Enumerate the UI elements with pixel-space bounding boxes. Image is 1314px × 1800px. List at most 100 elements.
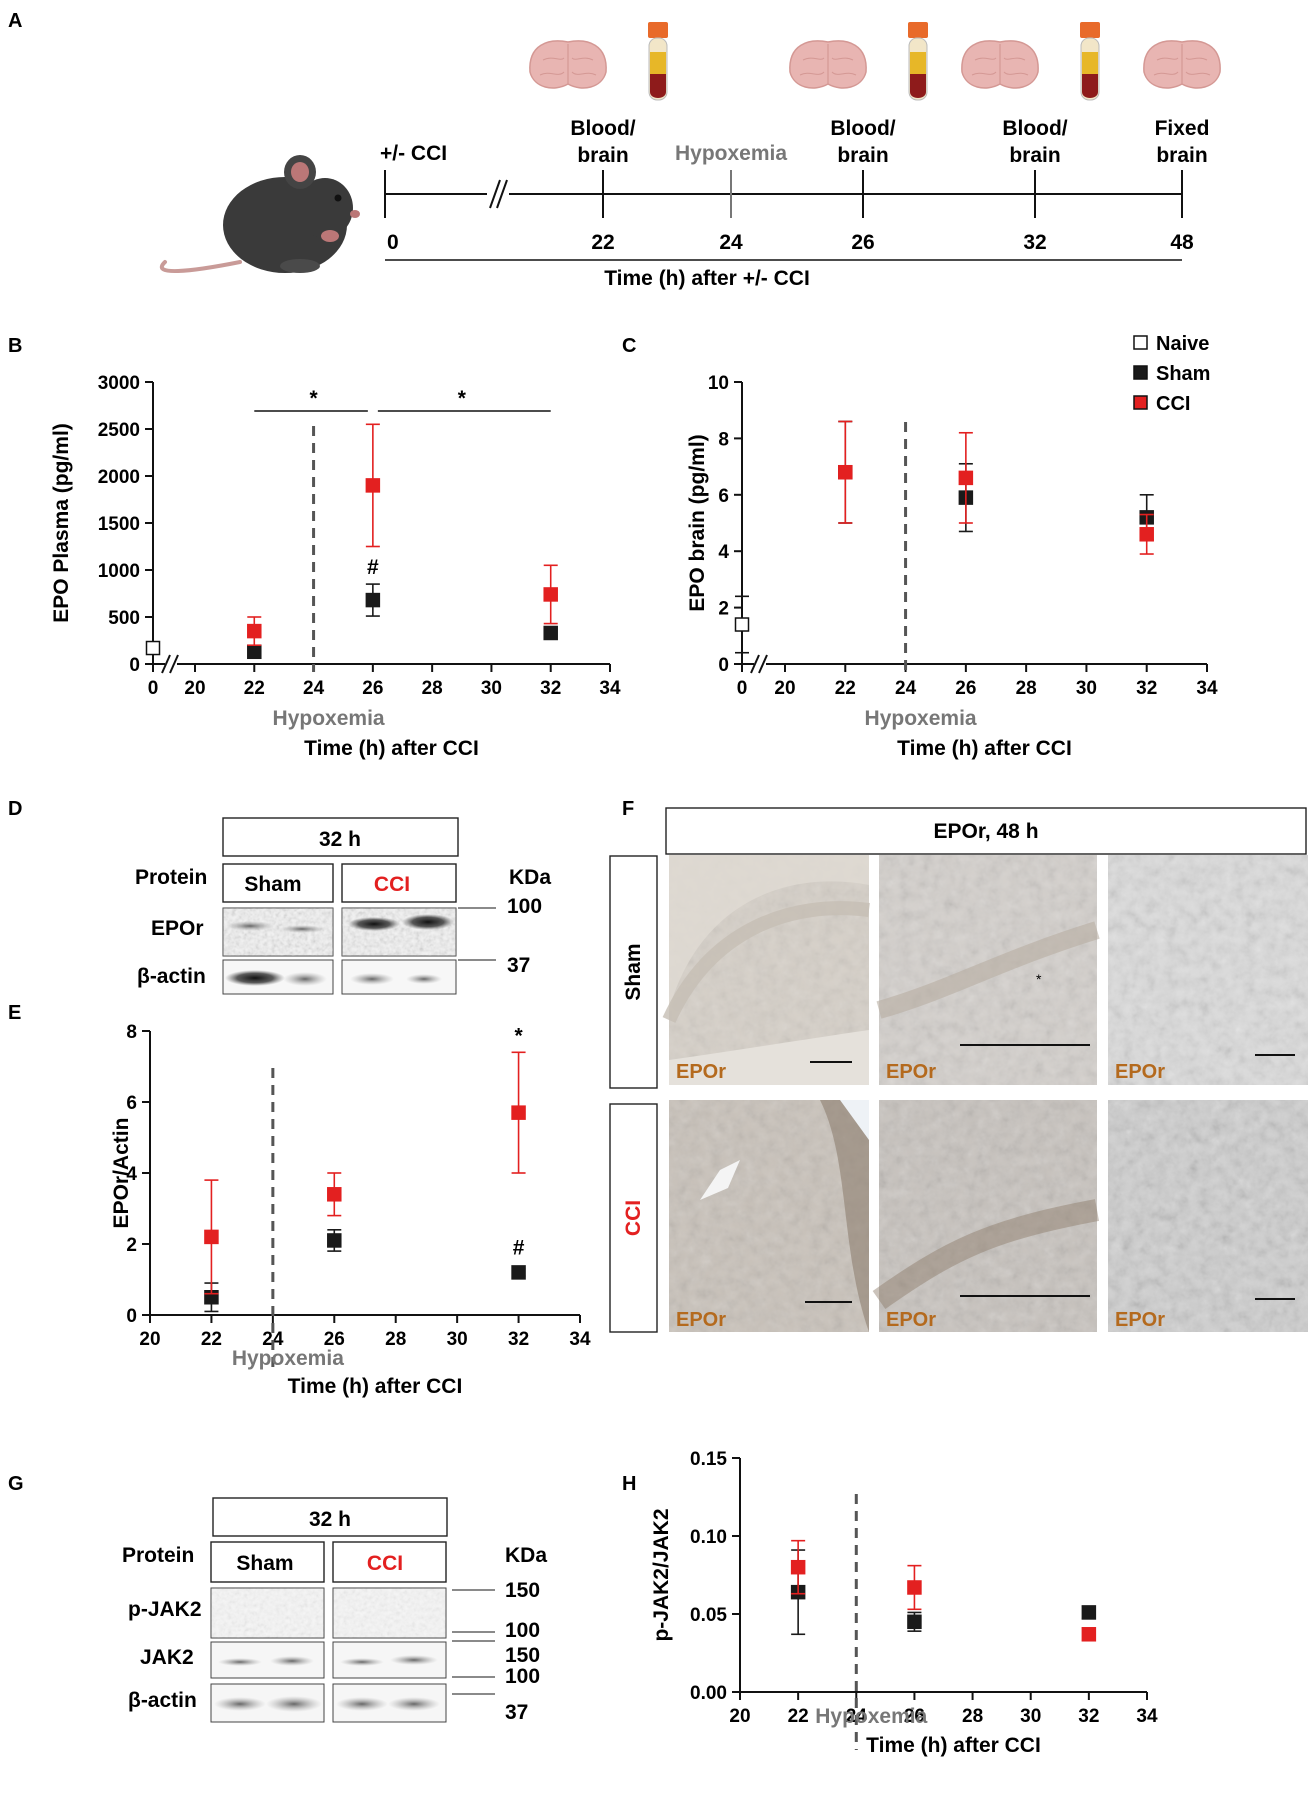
- data-point-cci: [511, 1105, 526, 1120]
- micrograph-sham-mid: * EPOr: [876, 855, 1100, 1085]
- chart-pjak2-jak2: 20222426283032340.000.050.100.15p-JAK2/J…: [650, 1449, 1158, 1757]
- timeline-tick-label: 0: [387, 231, 399, 254]
- x-tick-label: 20: [184, 678, 205, 699]
- y-tick-label: 0: [718, 655, 729, 676]
- x-tick-label: 34: [1196, 678, 1218, 699]
- data-point-sham: [247, 644, 262, 660]
- y-tick-label: 1000: [98, 561, 140, 582]
- hypoxemia-label: Hypoxemia: [815, 1705, 927, 1728]
- y-tick-label: 0: [129, 655, 140, 676]
- blot-g-sham-box: [210, 1541, 325, 1583]
- x-tick-label: 0: [148, 678, 159, 699]
- row-label-sham: Sham: [622, 943, 645, 1000]
- y-tick-label: 1500: [98, 514, 140, 535]
- x-tick-label: 20: [729, 1706, 750, 1727]
- y-axis-title: p-JAK2/JAK2: [650, 1508, 673, 1641]
- blot-g-time: 32 h: [309, 1508, 351, 1531]
- blood-tube-icon: [648, 22, 668, 101]
- timeline-event-label: Blood/: [830, 117, 895, 140]
- hypoxemia-label: Hypoxemia: [273, 707, 385, 730]
- blot-d-protein-label: Protein: [135, 866, 207, 889]
- blot-g-row-jak2: JAK2: [140, 1646, 194, 1669]
- histology-title-box: [665, 807, 1307, 855]
- data-point-sham: [511, 1265, 526, 1280]
- data-point-sham: [907, 1614, 922, 1630]
- data-point-cci: [327, 1187, 342, 1202]
- blot-g-marker-150a: 150: [505, 1579, 540, 1602]
- y-tick-label: 2500: [98, 420, 140, 441]
- y-tick-label: 0: [126, 1306, 137, 1327]
- data-point-cci: [1081, 1627, 1097, 1642]
- x-tick-label: 22: [835, 678, 856, 699]
- blot-d-row-actin: β-actin: [137, 965, 206, 988]
- row-label-cci: CCI: [622, 1200, 645, 1236]
- x-tick-label: 20: [139, 1329, 160, 1350]
- data-point-cci: [838, 464, 853, 480]
- blot-d-kda: KDa: [509, 866, 551, 889]
- axis-break: [758, 654, 768, 674]
- y-tick-label: 6: [126, 1093, 137, 1114]
- y-tick-label: 2: [718, 599, 729, 620]
- x-tick-label: 26: [324, 1329, 345, 1350]
- blot-g-marker-100a: 100: [505, 1619, 540, 1642]
- blot-d-marker-100: 100: [507, 895, 542, 918]
- blood-tube-icon: [1080, 22, 1100, 101]
- row-label-sham-box: [609, 855, 658, 1089]
- x-tick-label: 34: [599, 678, 621, 699]
- blot-g-sham: Sham: [236, 1552, 293, 1575]
- x-axis-title: Time (h) after CCI: [897, 737, 1072, 760]
- significance-asterisk: *: [458, 387, 467, 410]
- panel-label-d: D: [8, 798, 22, 820]
- legend-marker-cci: [1133, 395, 1148, 410]
- blot-d-row-epor: EPOr: [151, 917, 204, 940]
- timeline-event-label: Blood/: [570, 117, 635, 140]
- data-point-cci: [1139, 527, 1154, 542]
- axis-break: [750, 654, 760, 674]
- x-tick-label: 22: [244, 678, 265, 699]
- y-tick-label: 2000: [98, 467, 140, 488]
- blot-d-sham-box: [222, 863, 334, 903]
- blot-g-kda: KDa: [505, 1544, 547, 1567]
- timeline-event-label: brain: [837, 144, 888, 167]
- significance-hash: #: [513, 1236, 525, 1259]
- blot-g-time-box: [212, 1497, 448, 1537]
- row-label-cci-box: [609, 1103, 658, 1333]
- y-tick-label: 0.10: [690, 1527, 727, 1548]
- y-tick-label: 10: [708, 373, 729, 394]
- micrograph-sham-high: EPOr: [1108, 855, 1308, 1085]
- panel-label-g: G: [8, 1473, 24, 1495]
- y-axis-title: EPOr/Actin: [110, 1118, 133, 1229]
- timeline-event-label: Blood/: [1002, 117, 1067, 140]
- x-tick-label: 24: [895, 678, 917, 699]
- y-axis-title: EPO Plasma (pg/ml): [50, 423, 73, 623]
- western-blot-g: 32 h Protein Sham CCI KDa p-JAK2 JAK2 β-…: [122, 1497, 547, 1724]
- stain-label: EPOr: [886, 1061, 936, 1083]
- x-tick-label: 0: [737, 678, 748, 699]
- timeline-tick-label: 48: [1170, 231, 1194, 254]
- x-tick-label: 22: [788, 1706, 809, 1727]
- y-tick-label: 3000: [98, 373, 140, 394]
- stain-label: EPOr: [676, 1061, 726, 1083]
- blot-g-row-pjak2: p-JAK2: [128, 1598, 202, 1621]
- legend-label-naive: Naive: [1156, 333, 1209, 355]
- x-tick-label: 32: [1078, 1706, 1099, 1727]
- significance-asterisk: *: [514, 1024, 523, 1047]
- data-point-sham: [1081, 1605, 1097, 1620]
- data-point-cci: [247, 623, 262, 639]
- x-tick-label: 28: [962, 1706, 983, 1727]
- panel-label-a: A: [8, 10, 22, 32]
- significance-hash: #: [367, 556, 379, 579]
- panel-label-h: H: [622, 1473, 636, 1495]
- asterisk-marker: *: [1036, 971, 1042, 987]
- x-tick-label: 30: [481, 678, 502, 699]
- y-tick-label: 0.05: [690, 1605, 727, 1626]
- x-tick-label: 30: [447, 1329, 468, 1350]
- data-point-cci: [204, 1229, 219, 1245]
- x-tick-label: 24: [303, 678, 325, 699]
- data-point-cci: [790, 1559, 806, 1575]
- y-tick-label: 2: [126, 1235, 137, 1256]
- stain-label: EPOr: [1115, 1061, 1165, 1083]
- data-point-sham: [365, 592, 381, 608]
- legend: Naive Sham CCI: [1133, 333, 1210, 415]
